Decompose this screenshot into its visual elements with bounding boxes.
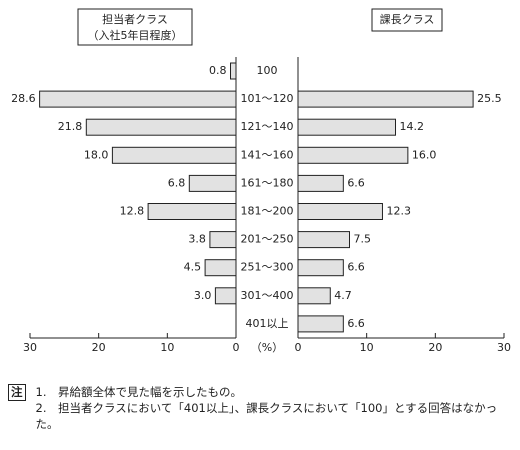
value-label: 6.6 — [347, 176, 365, 189]
value-label: 3.0 — [194, 289, 212, 302]
x-tick-label: 20 — [92, 341, 106, 354]
value-label: 16.0 — [412, 148, 437, 161]
category-label: 101〜120 — [241, 92, 294, 105]
value-label: 4.5 — [184, 261, 202, 274]
category-label: 141〜160 — [241, 148, 294, 161]
value-label: 21.8 — [58, 120, 83, 133]
x-tick-label: 0 — [233, 341, 240, 354]
note-marker: 注 — [8, 384, 26, 401]
category-label: 251〜300 — [241, 261, 294, 274]
x-tick-label: 30 — [23, 341, 37, 354]
bar — [297, 174, 344, 192]
bar — [188, 174, 237, 192]
value-label: 0.8 — [209, 64, 227, 77]
chart: 担当者クラス （入社5年目程度） 課長クラス （%） 0 0 10 10 20 20 30 3… — [11, 8, 511, 354]
value-label: 18.0 — [84, 148, 109, 161]
legend-left-subtitle: （入社5年目程度） — [88, 28, 183, 42]
note: 1. 昇給額全体で見た幅を示したもの。 — [35, 385, 242, 399]
bar — [297, 315, 344, 333]
legend-box — [77, 8, 193, 46]
category-label: 301〜400 — [241, 289, 294, 302]
value-label: 25.5 — [477, 92, 502, 105]
value-label: 12.8 — [120, 205, 145, 218]
bar — [297, 146, 409, 164]
value-label: 28.6 — [11, 92, 36, 105]
bar — [147, 203, 237, 220]
note-items: 1. 昇給額全体で見た幅を示したもの。 2. 担当者クラスにおいて「401以上」… — [36, 384, 509, 432]
x-tick-label: 10 — [360, 341, 374, 354]
bar — [297, 287, 331, 305]
category-label: 201〜250 — [241, 233, 294, 246]
value-label: 4.7 — [334, 289, 352, 302]
bar — [111, 146, 237, 164]
x-tick-label: 0 — [295, 341, 302, 354]
legend-left: 担当者クラス — [102, 12, 168, 26]
x-tick-label: 30 — [497, 341, 511, 354]
bar — [297, 259, 344, 277]
bar — [297, 118, 397, 136]
category-label: 161〜180 — [241, 176, 294, 189]
x-tick-label: 20 — [428, 341, 442, 354]
category-label: 181〜200 — [241, 205, 294, 218]
legend-right: 課長クラス — [380, 12, 435, 26]
value-label: 6.8 — [168, 176, 186, 189]
value-label: 7.5 — [354, 233, 372, 246]
bar — [297, 203, 383, 220]
bar — [85, 118, 237, 136]
legend-box — [371, 8, 443, 32]
bar — [214, 287, 237, 305]
value-label: 12.3 — [386, 205, 411, 218]
bar — [230, 62, 237, 80]
value-label: 6.6 — [347, 317, 365, 330]
bar — [209, 231, 237, 249]
category-label: 401以上 — [246, 317, 289, 330]
bar — [297, 90, 474, 108]
notes: 注 1. 昇給額全体で見た幅を示したもの。 2. 担当者クラスにおいて「401以… — [8, 384, 508, 432]
category-label: 121〜140 — [241, 120, 294, 133]
note: 2. 担当者クラスにおいて「401以上」、課長クラスにおいて「100」とする回答… — [35, 401, 498, 431]
value-label: 14.2 — [400, 120, 425, 133]
bar — [204, 259, 237, 277]
category-label: 100 — [257, 64, 278, 77]
value-label: 6.6 — [347, 261, 365, 274]
value-label: 3.8 — [188, 233, 206, 246]
bar — [39, 90, 237, 108]
x-axis-label: （%） — [251, 341, 283, 354]
bar — [297, 231, 350, 249]
x-tick-label: 10 — [160, 341, 174, 354]
